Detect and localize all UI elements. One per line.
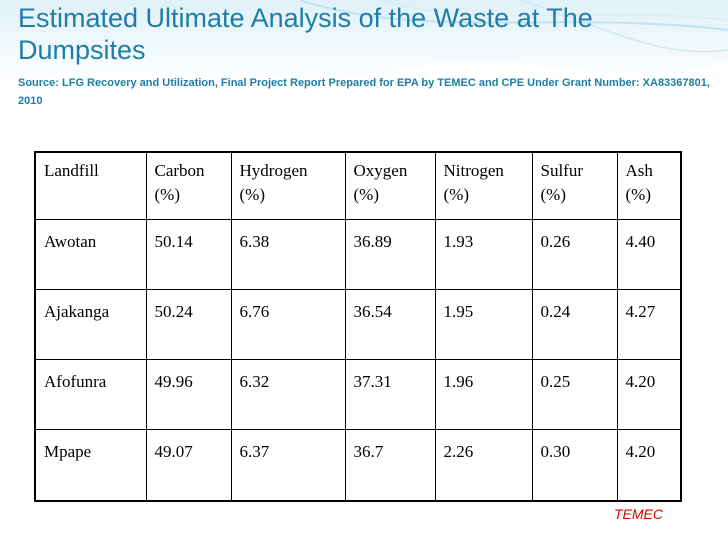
- table-header-row: Landfill Carbon (%) Hydrogen (%) Oxygen (%)…: [34, 151, 682, 220]
- header-cell: Carbon (%): [145, 151, 232, 220]
- header-label: Landfill: [44, 161, 99, 180]
- table-cell: 36.89: [344, 218, 436, 291]
- table-cell: 1.93: [434, 218, 533, 291]
- table-cell: 0.25: [531, 359, 618, 431]
- table-cell: 0.24: [531, 289, 618, 361]
- table-cell: 4.27: [616, 289, 682, 361]
- header-label: Oxygen: [353, 161, 408, 180]
- table-cell: Afofunra: [34, 359, 147, 431]
- table-cell: Ajakanga: [34, 289, 147, 361]
- table-cell: 4.20: [616, 359, 682, 431]
- header-unit: (%): [443, 185, 469, 204]
- table-cell: 49.96: [145, 359, 232, 431]
- table-cell: 36.54: [344, 289, 436, 361]
- header-label: Ash: [625, 161, 653, 180]
- table-cell: 6.76: [230, 289, 346, 361]
- table-cell: 1.96: [434, 359, 533, 431]
- credit-label: TEMEC: [614, 506, 663, 522]
- header-label: Carbon: [154, 161, 205, 180]
- header-label: Hydrogen: [239, 161, 308, 180]
- header-unit: (%): [540, 185, 566, 204]
- decorative-wave-background: [0, 0, 728, 85]
- header-unit: (%): [154, 185, 180, 204]
- table-cell: 50.24: [145, 289, 232, 361]
- table-cell: 6.37: [230, 429, 346, 502]
- table-cell: 2.26: [434, 429, 533, 502]
- table-cell: 4.20: [616, 429, 682, 502]
- header-unit: (%): [625, 185, 651, 204]
- source-citation: Source: LFG Recovery and Utilization, Fi…: [18, 77, 710, 107]
- table-row: Mpape 49.07 6.37 36.7 2.26 0.30 4.20: [34, 429, 682, 502]
- slide-title: Estimated Ultimate Analysis of the Waste…: [18, 3, 593, 65]
- table-cell: 37.31: [344, 359, 436, 431]
- table-cell: 6.38: [230, 218, 346, 291]
- table-cell: 0.30: [531, 429, 618, 502]
- header-cell: Sulfur (%): [531, 151, 618, 220]
- header-cell: Hydrogen (%): [230, 151, 346, 220]
- header-cell: Landfill: [34, 151, 147, 220]
- table-cell: 36.7: [344, 429, 436, 502]
- header-label: Nitrogen: [443, 161, 504, 180]
- table-row: Afofunra 49.96 6.32 37.31 1.96 0.25 4.20: [34, 359, 682, 431]
- table-cell: 49.07: [145, 429, 232, 502]
- table-cell: 1.95: [434, 289, 533, 361]
- table-cell: 0.26: [531, 218, 618, 291]
- table-row: Ajakanga 50.24 6.76 36.54 1.95 0.24 4.27: [34, 289, 682, 361]
- table-cell: 4.40: [616, 218, 682, 291]
- table-row: Awotan 50.14 6.38 36.89 1.93 0.26 4.40: [34, 218, 682, 291]
- ultimate-analysis-table: Landfill Carbon (%) Hydrogen (%) Oxygen (%)…: [34, 151, 682, 502]
- table-cell: Awotan: [34, 218, 147, 291]
- header-cell: Nitrogen (%): [434, 151, 533, 220]
- table-cell: 6.32: [230, 359, 346, 431]
- header-cell: Oxygen (%): [344, 151, 436, 220]
- header-label: Sulfur: [540, 161, 584, 180]
- header-unit: (%): [353, 185, 379, 204]
- table-cell: 50.14: [145, 218, 232, 291]
- table-cell: Mpape: [34, 429, 147, 502]
- header-cell: Ash (%): [616, 151, 682, 220]
- header-unit: (%): [239, 185, 265, 204]
